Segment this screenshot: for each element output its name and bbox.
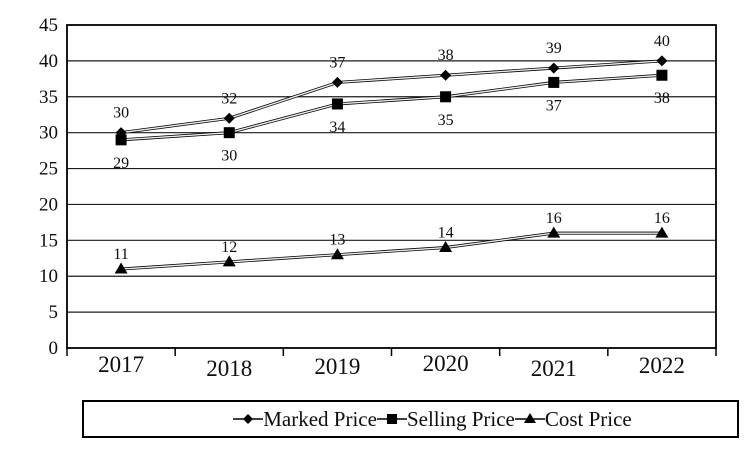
series-selling-price: 29 30 34 35 37 38 [113, 69, 670, 172]
series-line-inner [121, 232, 662, 270]
triangle-marker [547, 226, 561, 238]
y-axis-tick-label: 25 [39, 159, 58, 180]
y-axis-tick-label: 30 [39, 123, 58, 144]
data-point-label: 38 [654, 90, 670, 107]
data-point-label: 30 [113, 105, 129, 122]
x-axis-category-label: 2022 [639, 353, 685, 378]
legend-label: Selling Price [406, 406, 515, 431]
y-axis-tick-label: 20 [39, 194, 58, 215]
plot-frame [66, 24, 717, 349]
price-line-chart: 0 5 10 15 20 25 30 35 40 45 2017 2018 2019 2020 2021 20… [39, 15, 717, 381]
square-marker [440, 91, 452, 103]
triangle-legend-icon [514, 413, 545, 423]
data-point-label: 37 [329, 54, 345, 71]
data-point-label: 40 [654, 33, 670, 50]
diamond-marker [223, 112, 235, 124]
x-axis-category-label: 2017 [98, 352, 144, 377]
series-marked-price: 30 32 37 38 39 40 [113, 33, 670, 139]
legend-item-cost-price: Cost Price [514, 406, 632, 431]
triangle-marker [523, 413, 536, 423]
y-axis-tick-label: 10 [39, 266, 58, 287]
y-axis-tick-label: 15 [39, 230, 58, 251]
triangle-marker [439, 241, 453, 253]
legend-item-selling-price: Selling Price [376, 406, 515, 431]
x-axis-category-label: 2021 [531, 356, 577, 381]
data-point-label: 39 [546, 40, 562, 57]
y-axis-tick-label: 5 [49, 302, 59, 323]
triangle-marker [114, 262, 128, 274]
x-axis-category-label: 2020 [423, 351, 469, 376]
triangle-marker [330, 248, 344, 260]
data-point-label: 29 [113, 155, 129, 172]
data-point-label: 11 [113, 246, 128, 263]
x-axis-category-label: 2019 [314, 354, 360, 379]
series-cost-price: 11 12 13 14 16 16 [113, 210, 670, 274]
diamond-legend-icon [233, 414, 264, 424]
data-point-label: 30 [221, 148, 237, 165]
square-marker [115, 134, 127, 146]
x-axis-category-label: 2018 [206, 356, 252, 381]
legend-label: Marked Price [263, 406, 377, 431]
data-point-label: 13 [329, 232, 345, 249]
series-line-inner [121, 74, 662, 141]
square-marker [223, 127, 235, 139]
data-point-label: 14 [438, 225, 454, 242]
legend-item-marked-price: Marked Price [233, 406, 377, 431]
data-point-label: 34 [329, 119, 345, 136]
chart-legend: Marked Price Selling Price Cost Price [82, 400, 739, 438]
data-point-label: 37 [546, 97, 562, 114]
diamond-marker [440, 69, 452, 81]
y-axis-tick-label: 0 [49, 338, 59, 359]
data-point-label: 12 [221, 239, 237, 256]
diamond-marker [548, 62, 560, 74]
triangle-marker [222, 255, 236, 267]
diamond-marker [656, 55, 668, 67]
data-point-label: 32 [221, 90, 237, 107]
diamond-marker [243, 414, 254, 424]
square-marker [656, 69, 668, 81]
square-marker [548, 76, 560, 88]
square-marker [386, 414, 397, 424]
data-point-label: 38 [438, 47, 454, 64]
y-axis-tick-label: 35 [39, 87, 58, 108]
series-line-outer [120, 73, 663, 142]
data-point-label: 35 [438, 112, 454, 129]
data-point-label: 16 [546, 210, 562, 227]
square-legend-icon [376, 414, 407, 424]
triangle-marker [655, 226, 669, 238]
diamond-marker [331, 76, 343, 88]
series-line-inner [120, 60, 662, 134]
y-axis-tick-label: 40 [39, 51, 58, 72]
square-marker [331, 98, 343, 110]
data-point-label: 16 [654, 210, 670, 227]
legend-label: Cost Price [544, 406, 632, 431]
y-axis-tick-label: 45 [39, 15, 58, 36]
